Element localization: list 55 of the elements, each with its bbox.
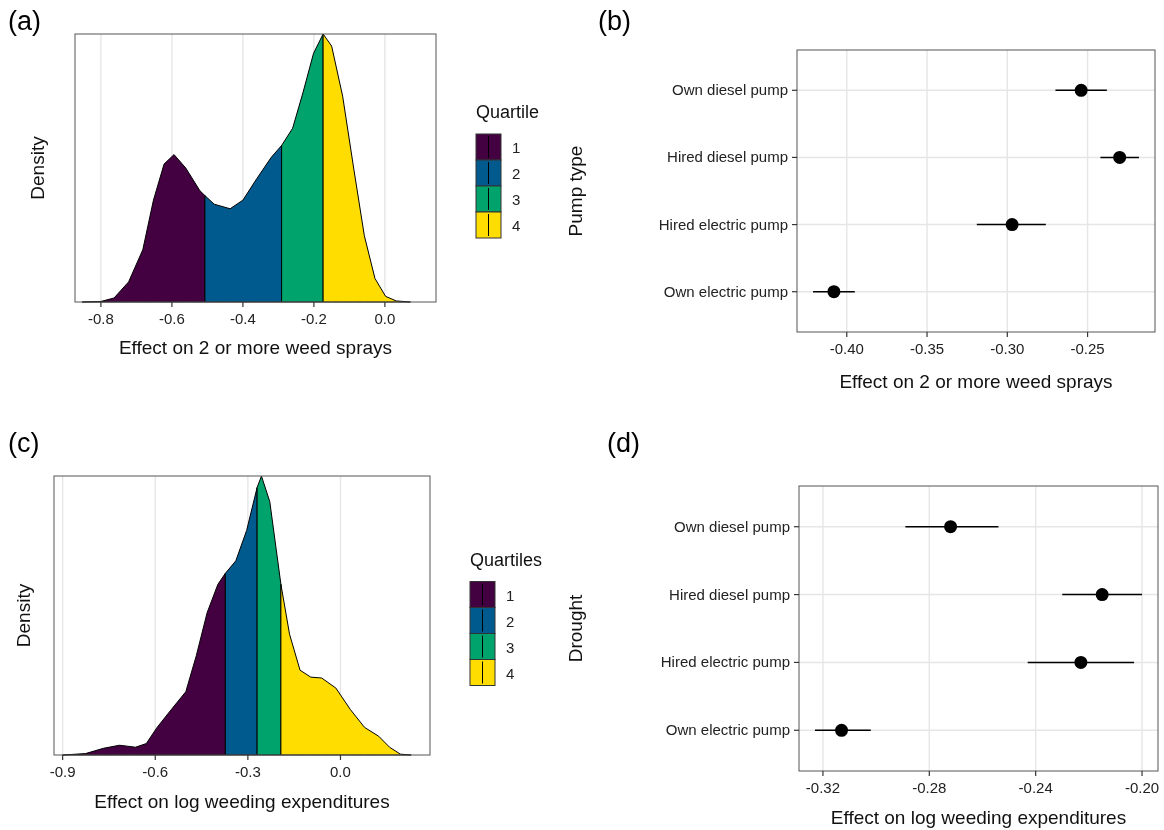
- x-axis-title: Effect on log weeding expenditures: [94, 791, 390, 812]
- y-axis-title: Density: [27, 135, 48, 200]
- legend-label: 1: [512, 139, 521, 156]
- y-axis-title: Drought: [565, 593, 586, 663]
- y-tick-label: Own diesel pump: [672, 81, 788, 99]
- legend-label: 3: [512, 191, 521, 208]
- legend-label: 3: [506, 638, 515, 656]
- x-tick-label: -0.6: [158, 310, 185, 327]
- x-axis-title: Effect on 2 or more weed sprays: [118, 337, 393, 358]
- chart-title: (c): [8, 428, 40, 458]
- legend-label: 1: [506, 586, 515, 604]
- x-tick-label: -0.6: [142, 763, 169, 780]
- legend-label: 4: [512, 217, 521, 234]
- legend-title: Quartile: [476, 102, 540, 122]
- point: [827, 285, 841, 299]
- chart-title: (d): [607, 428, 640, 458]
- y-tick-label: Own electric pump: [665, 721, 790, 739]
- y-tick-label: Hired diesel pump: [667, 148, 788, 166]
- x-tick-label: -0.24: [1018, 779, 1053, 796]
- y-tick-label: Own diesel pump: [674, 517, 790, 535]
- y-tick-label: Hired diesel pump: [669, 585, 790, 603]
- y-tick-label: Hired electric pump: [658, 215, 788, 233]
- x-tick-label: -0.35: [909, 340, 945, 357]
- y-tick-label: Own electric pump: [663, 282, 788, 300]
- x-tick-label: -0.4: [229, 310, 256, 327]
- x-axis-title: Effect on 2 or more weed sprays: [839, 371, 1113, 392]
- point: [1095, 588, 1109, 602]
- x-tick-label: -0.30: [990, 340, 1025, 357]
- point: [1074, 83, 1088, 97]
- x-tick-label: -0.25: [1070, 340, 1105, 357]
- x-tick-label: -0.8: [87, 310, 114, 327]
- y-tick-label: Hired electric pump: [660, 653, 790, 671]
- legend-label: 2: [512, 165, 521, 182]
- x-tick-label: -0.9: [49, 763, 76, 780]
- legend-label: 4: [506, 664, 515, 682]
- legend-label: 2: [506, 612, 515, 630]
- x-tick-label: 0.0: [374, 310, 396, 327]
- x-tick-label: -0.40: [829, 340, 864, 357]
- x-tick-label: -0.2: [300, 310, 327, 327]
- y-axis-title: Pump type: [565, 145, 586, 237]
- x-tick-label: -0.20: [1124, 779, 1160, 796]
- x-tick-label: -0.3: [234, 763, 261, 780]
- point: [944, 520, 958, 534]
- x-tick-label: 0.0: [330, 763, 351, 780]
- legend-title: Quartiles: [470, 549, 543, 570]
- x-axis-title: Effect on log weeding expenditures: [830, 807, 1127, 828]
- y-axis-title: Density: [13, 583, 34, 648]
- point: [1074, 655, 1088, 669]
- point: [1113, 150, 1127, 164]
- chart-title: (a): [8, 6, 41, 36]
- x-tick-label: -0.32: [805, 779, 841, 796]
- chart-title: (b): [598, 6, 631, 36]
- point: [1005, 218, 1019, 232]
- x-tick-label: -0.28: [912, 779, 947, 796]
- point: [835, 723, 849, 737]
